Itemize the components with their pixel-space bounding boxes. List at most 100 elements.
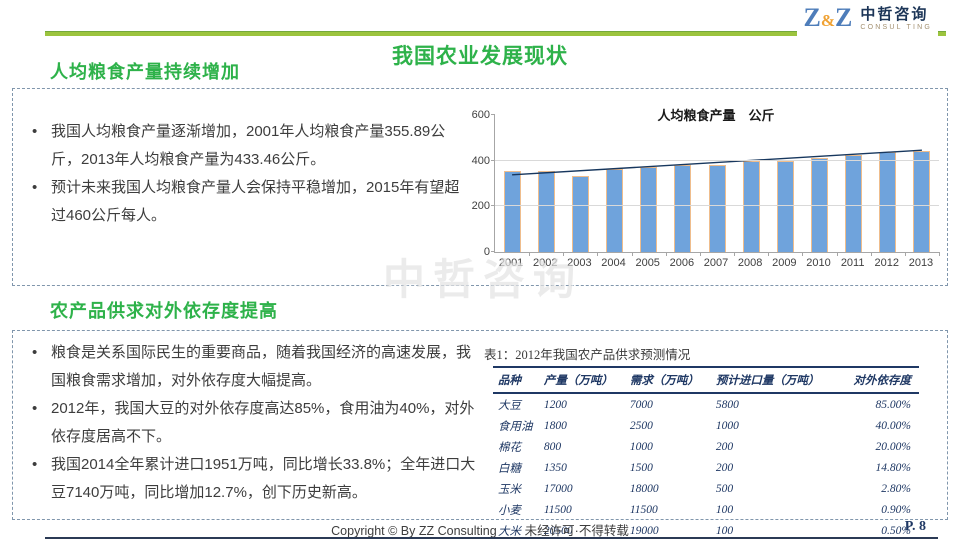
cell-output: 20500 bbox=[543, 524, 573, 537]
x-tick-label: 2003 bbox=[567, 257, 592, 269]
cell-demand: 18000 bbox=[629, 482, 659, 495]
bullet-text: 2012年，我国大豆的对外依存度高达85%，食用油为40%，对外依存度居高不下。 bbox=[51, 400, 475, 445]
x-tick-label: 2004 bbox=[601, 257, 626, 269]
cell-demand: 7000 bbox=[629, 398, 653, 411]
x-tick-label: 2013 bbox=[908, 257, 934, 269]
cell-dependence: 85.00% bbox=[875, 398, 911, 411]
footer-copyright: Copyright © By ZZ Consulting bbox=[331, 524, 497, 538]
cell-output: 1200 bbox=[543, 398, 567, 411]
logo-names: 中哲咨询 CONSUL TING bbox=[860, 5, 932, 32]
chart-plot-area bbox=[491, 114, 940, 256]
table-header-cell: 产量（万吨） bbox=[538, 367, 625, 394]
section2-heading: 农产品供求对外依存度提高 bbox=[50, 301, 278, 321]
logo-z-right: Z bbox=[835, 3, 853, 32]
logo-zz-mark: Z&Z bbox=[803, 5, 852, 34]
x-tick-label: 2002 bbox=[532, 257, 558, 269]
bar-2010 bbox=[810, 158, 828, 252]
cell-output: 17000 bbox=[543, 482, 573, 495]
x-tick-label: 2005 bbox=[635, 257, 660, 269]
chart-title: 人均粮食产量 公斤 bbox=[657, 108, 775, 123]
bar-2004 bbox=[606, 169, 624, 252]
bullet-text: 我国2014全年累计进口1951万吨，同比增长33.8%；全年进口大豆7140万… bbox=[51, 456, 476, 501]
cell-import: 5800 bbox=[715, 398, 739, 411]
grain-production-chart: 人均粮食产量 公斤 0 200 400 600 2001 2002 2003 2004 200… bbox=[466, 100, 944, 280]
logo-ampersand: & bbox=[820, 11, 835, 30]
bar-2003 bbox=[571, 175, 589, 252]
bullet-text: 粮食是关系国际民生的重要商品，随着我国经济的高速发展，我国粮食需求增加，对外依存… bbox=[51, 344, 472, 389]
cell-variety: 白糖 bbox=[498, 462, 521, 475]
cell-dependence: 20.00% bbox=[875, 440, 911, 453]
x-tick-label: 2010 bbox=[806, 257, 831, 269]
table-header: 品种 产量（万吨） 需求（万吨） 预计进口量（万吨） 对外依存度 bbox=[493, 367, 919, 394]
table-header-cell: 需求（万吨） bbox=[624, 367, 711, 394]
x-tick-label: 2012 bbox=[874, 257, 900, 269]
supply-demand-table: 品种 产量（万吨） 需求（万吨） 预计进口量（万吨） 对外依存度 大豆 1200 700… bbox=[493, 366, 919, 540]
bar-2013 bbox=[913, 150, 931, 252]
page-title: 我国农业发展现状 bbox=[392, 45, 568, 68]
cell-output: 800 bbox=[543, 440, 562, 453]
table-header-cell: 对外依存度 bbox=[837, 367, 919, 394]
cell-import: 500 bbox=[715, 482, 734, 495]
logo-z-left: Z bbox=[803, 3, 821, 32]
bar-2009 bbox=[776, 160, 794, 252]
bullet-text: 我国人均粮食产量逐渐增加，2001年人均粮食产量355.89公斤，2013年人均… bbox=[51, 123, 446, 168]
table-row: 小麦 11500 11500 100 0.90% bbox=[493, 499, 919, 520]
cell-variety: 玉米 bbox=[498, 483, 521, 496]
bar-2007 bbox=[708, 165, 726, 252]
cell-output: 1350 bbox=[543, 461, 567, 474]
cell-demand: 1000 bbox=[629, 440, 653, 453]
cell-dependence: 0.50% bbox=[881, 524, 911, 537]
cell-variety: 食用油 bbox=[498, 420, 533, 433]
chart-trendline bbox=[512, 149, 922, 176]
cell-variety: 小麦 bbox=[498, 504, 521, 517]
cell-variety: 大米 bbox=[498, 525, 521, 538]
table-row: 玉米 17000 18000 500 2.80% bbox=[493, 478, 919, 499]
cell-variety: 大豆 bbox=[498, 399, 521, 412]
x-tick-label: 2011 bbox=[840, 257, 865, 269]
bullet-text: 预计未来我国人均粮食产量人会保持平稳增加，2015年有望超过460公斤每人。 bbox=[51, 179, 460, 224]
table-row: 棉花 800 1000 200 20.00% bbox=[493, 436, 919, 457]
chart-bars bbox=[495, 115, 939, 252]
header-divider-line bbox=[45, 31, 946, 36]
chart-y-axis-labels: 0 200 400 600 bbox=[466, 109, 490, 258]
page-number: P. 8 bbox=[904, 519, 926, 534]
table-header-cell: 预计进口量（万吨） bbox=[710, 367, 838, 394]
table-row: 食用油 1800 2500 1000 40.00% bbox=[493, 415, 919, 436]
chart-x-axis-labels: 2001 2002 2003 2004 2005 2006 2007 2008 2009 2010… bbox=[494, 257, 938, 269]
cell-output: 1800 bbox=[543, 419, 567, 432]
table-row: 大豆 1200 7000 5800 85.00% bbox=[493, 393, 919, 415]
bullet-item: 粮食是关系国际民生的重要商品，随着我国经济的高速发展，我国粮食需求增加，对外依存… bbox=[30, 339, 478, 395]
section2-bullet-list: 粮食是关系国际民生的重要商品，随着我国经济的高速发展，我国粮食需求增加，对外依存… bbox=[30, 339, 478, 507]
x-tick-label: 2001 bbox=[498, 257, 524, 269]
cell-dependence: 14.80% bbox=[875, 461, 911, 474]
bullet-item: 预计未来我国人均粮食产量人会保持平稳增加，2015年有望超过460公斤每人。 bbox=[30, 174, 462, 230]
bar-2002 bbox=[537, 170, 555, 252]
cell-demand: 11500 bbox=[629, 503, 658, 516]
cell-dependence: 0.90% bbox=[881, 503, 911, 516]
cell-import: 200 bbox=[715, 461, 734, 474]
company-logo: Z&Z 中哲咨询 CONSUL TING bbox=[797, 5, 938, 36]
cell-import: 1000 bbox=[715, 419, 739, 432]
bullet-item: 我国2014全年累计进口1951万吨，同比增长33.8%；全年进口大豆7140万… bbox=[30, 451, 478, 507]
cell-import: 100 bbox=[715, 524, 734, 537]
bar-2001 bbox=[503, 170, 521, 252]
y-tick-label: 400 bbox=[471, 154, 490, 167]
x-tick-label: 2007 bbox=[703, 257, 729, 269]
bullet-item: 2012年，我国大豆的对外依存度高达85%，食用油为40%，对外依存度居高不下。 bbox=[30, 395, 478, 451]
table-header-row: 品种 产量（万吨） 需求（万吨） 预计进口量（万吨） 对外依存度 bbox=[493, 367, 919, 394]
y-tick-label: 600 bbox=[471, 109, 490, 121]
bar-2008 bbox=[742, 161, 760, 252]
table-row: 大米 20500 19000 100 0.50% bbox=[493, 520, 919, 540]
y-tick-label: 0 bbox=[483, 246, 490, 258]
cell-dependence: 2.80% bbox=[881, 482, 911, 495]
table-caption: 表1：2012年我国农产品供求预测情况 bbox=[484, 348, 691, 362]
bullet-item: 我国人均粮食产量逐渐增加，2001年人均粮食产量355.89公斤，2013年人均… bbox=[30, 118, 462, 174]
logo-name-en: CONSUL TING bbox=[860, 24, 932, 31]
table-body: 大豆 1200 7000 5800 85.00% 食用油 1800 2500 1… bbox=[493, 393, 919, 540]
cell-demand: 19000 bbox=[629, 524, 659, 537]
bar-2006 bbox=[674, 165, 692, 252]
section1-bullet-list: 我国人均粮食产量逐渐增加，2001年人均粮食产量355.89公斤，2013年人均… bbox=[30, 118, 462, 230]
cell-demand: 2500 bbox=[629, 419, 653, 432]
cell-variety: 棉花 bbox=[498, 441, 521, 454]
